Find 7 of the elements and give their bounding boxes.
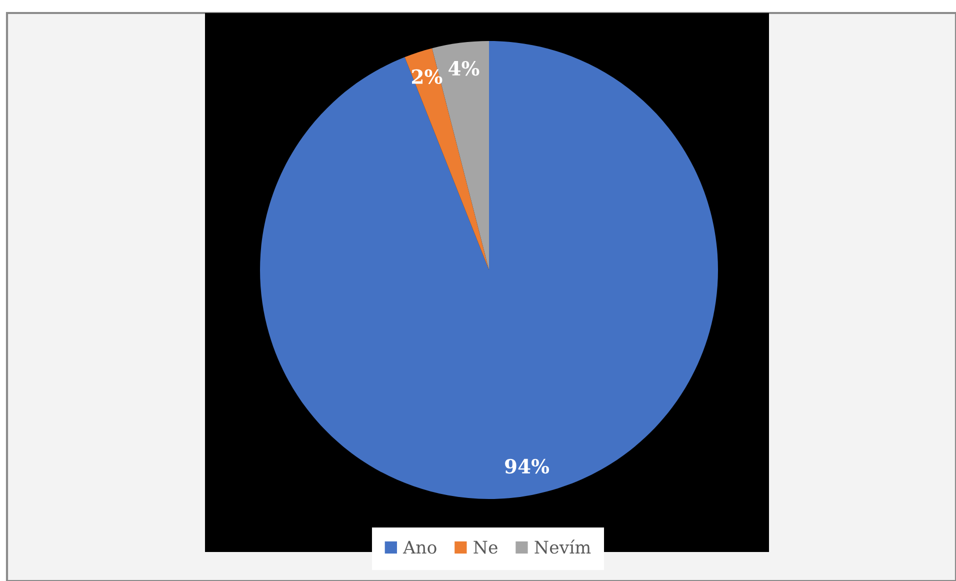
pie-slice [260,41,718,499]
legend-label: Nevím [534,540,591,554]
legend-label: Ano [402,540,436,554]
data-label: 94% [505,458,550,474]
legend-label: Ne [474,540,498,554]
data-label: 4% [448,61,480,76]
pie-slice [404,48,489,270]
